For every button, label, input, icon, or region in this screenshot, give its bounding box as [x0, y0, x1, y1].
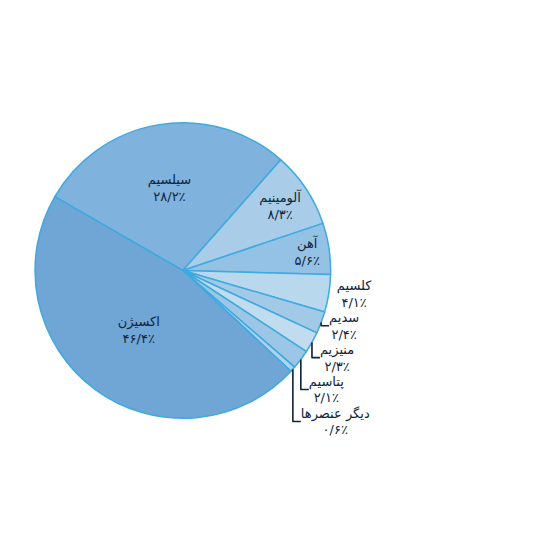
svg-text:دیگر عنصرها۰/۶٪: دیگر عنصرها۰/۶٪ — [301, 406, 370, 438]
svg-text:کلسیم۴/۱٪: کلسیم۴/۱٪ — [337, 278, 372, 310]
svg-text:آهن۵/۶٪: آهن۵/۶٪ — [295, 235, 320, 268]
svg-text:سدیم۲/۴٪: سدیم۲/۴٪ — [329, 310, 359, 342]
svg-text:آلومینیم۸/۳٪: آلومینیم۸/۳٪ — [259, 189, 302, 222]
svg-text:پتاسیم۲/۱٪: پتاسیم۲/۱٪ — [309, 374, 344, 406]
svg-text:اکسیژن۴۶/۴٪: اکسیژن۴۶/۴٪ — [118, 314, 160, 346]
svg-text:منیزیم۲/۳٪: منیزیم۲/۳٪ — [320, 342, 354, 374]
svg-text:سیلسیم۲۸/۲٪: سیلسیم۲۸/۲٪ — [148, 172, 191, 204]
